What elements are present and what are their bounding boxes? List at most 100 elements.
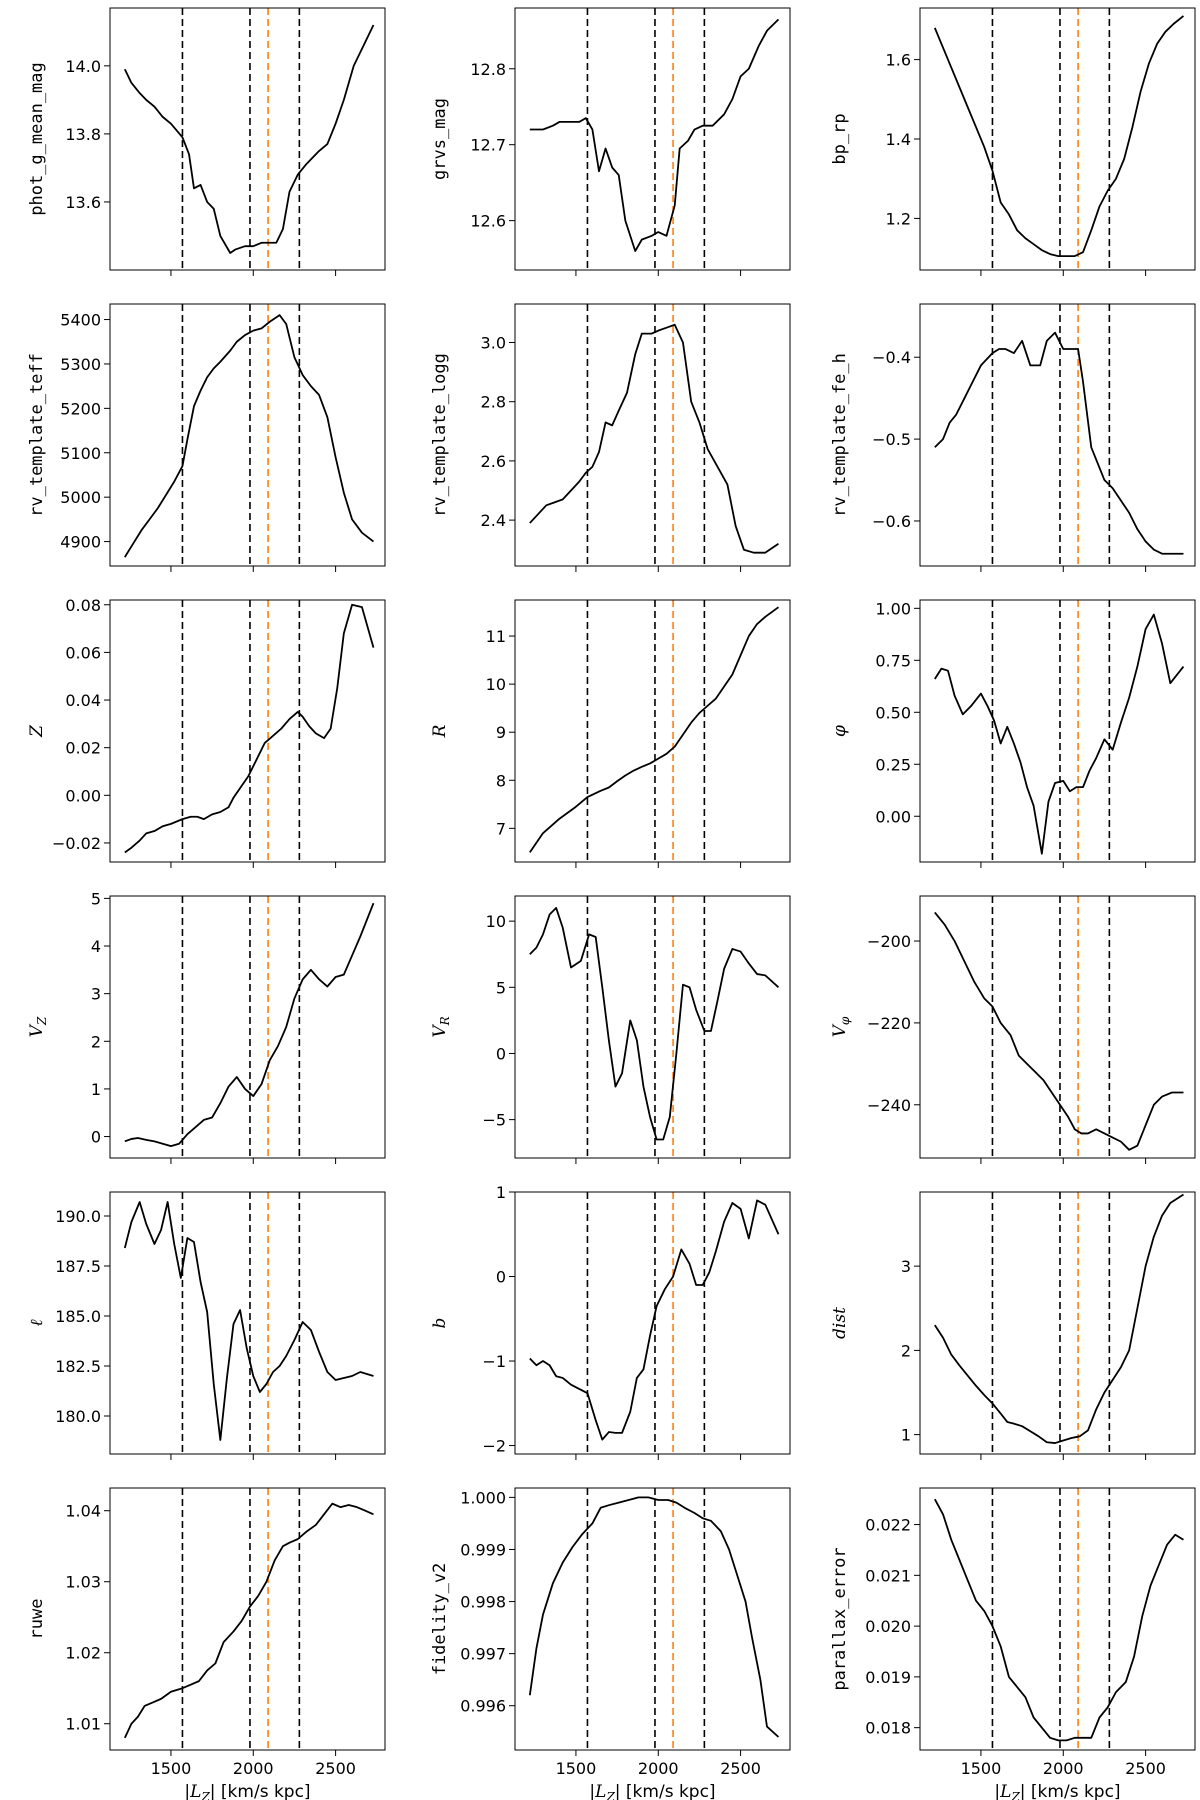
- y-axis-label: φ: [830, 725, 850, 737]
- y-tick-label: −0.02: [52, 834, 101, 853]
- data-series-line: [124, 314, 375, 558]
- y-tick-label: 3: [901, 1257, 911, 1276]
- y-axis-label: parallax_error: [830, 1547, 850, 1690]
- y-tick-label: 182.5: [55, 1357, 101, 1376]
- y-tick-label: 0.75: [875, 651, 911, 670]
- data-series-line: [933, 15, 1185, 258]
- axes-frame: [514, 1487, 791, 1751]
- panel-ruwe: 1.01 1.02 1.03 1.04 1500 2000 2500 |LZ| [km/s k…: [27, 1487, 386, 1800]
- y-axis-label: dist: [830, 1307, 850, 1339]
- y-tick-label: 9: [496, 723, 506, 742]
- panel-phot-g-mean-mag: 13.6 13.8 14.0 phot_g_mean_mag: [27, 7, 386, 276]
- axes-frame: [514, 303, 791, 567]
- y-tick-label: −220: [867, 1014, 911, 1033]
- data-series-line: [124, 603, 375, 854]
- y-tick-label: 1.2: [886, 209, 911, 228]
- y-tick-label: 3.0: [481, 333, 506, 352]
- axes-frame: [919, 303, 1196, 567]
- y-axis-label: ℓ: [27, 1319, 47, 1326]
- x-axis-label: |LZ| [km/s kpc]: [589, 1782, 715, 1800]
- axes-frame: [109, 1487, 386, 1751]
- y-tick-label: 1: [901, 1426, 911, 1445]
- axes-frame: [514, 7, 791, 271]
- axes-frame: [109, 7, 386, 271]
- x-tick-label: 2000: [638, 1759, 679, 1778]
- axes-frame: [919, 7, 1196, 271]
- y-axis-label: Vφ: [830, 1016, 852, 1037]
- y-tick-label: 12.8: [470, 60, 506, 79]
- y-tick-label: 13.8: [65, 125, 101, 144]
- data-series-line: [529, 18, 780, 252]
- y-axis-label: VR: [430, 1016, 452, 1037]
- panel-Z: −0.02 0.00 0.02 0.04 0.06 0.08 Z: [27, 596, 386, 868]
- data-series-line: [529, 907, 780, 1141]
- axes-frame: [919, 1487, 1196, 1751]
- data-series-line: [124, 902, 375, 1147]
- y-tick-label: 0.019: [865, 1668, 911, 1687]
- y-tick-label: 4: [91, 937, 101, 956]
- y-tick-label: 2.4: [481, 511, 506, 530]
- y-axis-label: rv_template_teff: [27, 353, 47, 517]
- y-axis-label: b: [430, 1318, 450, 1329]
- y-tick-label: 0.02: [65, 739, 101, 758]
- x-tick-label: 1500: [556, 1759, 597, 1778]
- y-tick-label: 0.018: [865, 1719, 911, 1738]
- y-tick-label: 10: [486, 912, 506, 931]
- y-tick-label: −1: [482, 1352, 506, 1371]
- data-series-line: [123, 1201, 374, 1441]
- y-tick-label: 0.08: [65, 596, 101, 615]
- data-series-line: [934, 1498, 1184, 1742]
- data-series-line: [529, 1199, 780, 1441]
- x-tick-label: 2500: [1125, 1759, 1166, 1778]
- y-tick-label: 1.4: [886, 130, 911, 149]
- x-tick-label: 2000: [233, 1759, 274, 1778]
- y-tick-label: 185.0: [55, 1307, 101, 1326]
- data-series-line: [124, 24, 375, 254]
- data-series-line: [528, 1496, 780, 1738]
- y-tick-label: −200: [867, 932, 911, 951]
- y-tick-label: 0.00: [875, 807, 911, 826]
- x-tick-label: 2000: [1043, 1759, 1084, 1778]
- y-tick-label: 5100: [60, 444, 101, 463]
- y-tick-label: 1.01: [65, 1715, 101, 1734]
- y-tick-label: 5400: [60, 311, 101, 330]
- y-axis-label: VZ: [27, 1016, 49, 1037]
- x-tick-label: 1500: [961, 1759, 1002, 1778]
- axes-frame: [514, 895, 791, 1159]
- y-tick-label: 0.06: [65, 643, 101, 662]
- y-tick-label: 8: [496, 771, 506, 790]
- x-axis-label: |LZ| [km/s kpc]: [184, 1782, 310, 1800]
- panel-phi: 0.00 0.25 0.50 0.75 1.00 φ: [830, 599, 1196, 868]
- axes-frame: [919, 895, 1196, 1159]
- y-tick-label: 190.0: [55, 1207, 101, 1226]
- panel-rv-template-fe-h: −0.6 −0.5 −0.4 rv_template_fe_h: [830, 303, 1196, 572]
- y-tick-label: 0.04: [65, 691, 101, 710]
- data-series-line: [934, 911, 1184, 1151]
- x-tick-label: 2500: [720, 1759, 761, 1778]
- y-tick-label: 0.00: [65, 786, 101, 805]
- panel-V-Z: 0 1 2 3 4 5 VZ: [27, 889, 386, 1164]
- y-axis-label: phot_g_mean_mag: [27, 62, 47, 216]
- axes-frame: [109, 303, 386, 567]
- y-tick-label: 7: [496, 819, 506, 838]
- data-series-line: [934, 1193, 1184, 1444]
- y-tick-label: 13.6: [65, 193, 101, 212]
- panel-bp-rp: 1.2 1.4 1.6 bp_rp: [830, 7, 1196, 276]
- y-axis-label: rv_template_logg: [430, 353, 450, 517]
- y-tick-label: 12.6: [470, 212, 506, 231]
- y-tick-label: 0: [496, 1044, 506, 1063]
- y-tick-label: 3: [91, 985, 101, 1004]
- y-tick-label: 5000: [60, 488, 101, 507]
- panel-rv-template-logg: 2.4 2.6 2.8 3.0 rv_template_logg: [430, 303, 791, 572]
- y-tick-label: 0.997: [460, 1645, 506, 1664]
- y-tick-label: −2: [482, 1437, 506, 1456]
- y-axis-label: fidelity_v2: [430, 1563, 450, 1676]
- y-tick-label: 10: [486, 675, 506, 694]
- y-axis-label: ruwe: [27, 1599, 47, 1640]
- y-tick-label: 12.7: [470, 136, 506, 155]
- axes-frame: [109, 1191, 386, 1455]
- y-tick-label: −5: [482, 1111, 506, 1130]
- y-tick-label: 2.6: [481, 452, 506, 471]
- y-tick-label: 5: [91, 889, 101, 908]
